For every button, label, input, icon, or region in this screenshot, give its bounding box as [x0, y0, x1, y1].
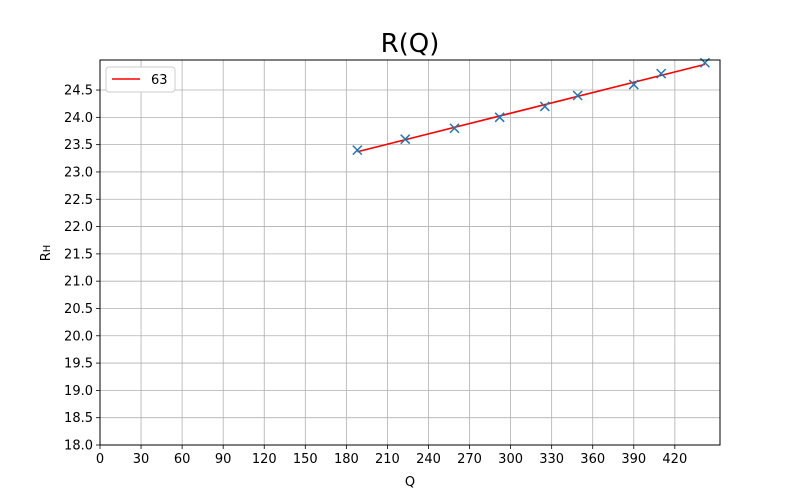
y-tick-label: 23.0 — [64, 165, 93, 180]
y-tick-label: 24.0 — [64, 111, 93, 126]
x-tick-label: 330 — [539, 452, 564, 467]
y-tick-label: 22.0 — [64, 220, 93, 235]
fit-line-group — [357, 63, 706, 153]
x-tick-label: 0 — [96, 452, 104, 467]
x-tick-label: 390 — [621, 452, 646, 467]
y-tick-label: 21.5 — [64, 247, 93, 262]
grid — [99, 60, 720, 446]
x-tick-label: 60 — [174, 452, 191, 467]
y-tick-label: 22.5 — [64, 193, 93, 208]
x-tick-label: 180 — [334, 452, 359, 467]
x-tick-label: 210 — [375, 452, 400, 467]
data-point-marker — [572, 90, 583, 101]
x-tick-label: 300 — [498, 452, 523, 467]
data-point-marker — [449, 123, 460, 134]
marker-stroke — [628, 79, 639, 90]
marker-stroke — [400, 134, 411, 145]
y-tick-label: 19.0 — [64, 384, 93, 399]
data-point-marker — [400, 134, 411, 145]
data-point-marker — [628, 79, 639, 90]
data-point-marker — [352, 145, 363, 156]
legend-box — [105, 66, 176, 93]
data-point-marker — [494, 112, 505, 123]
y-axis-label: RH — [39, 245, 54, 262]
x-tick-label: 30 — [133, 452, 150, 467]
x-axis-label: Q — [405, 475, 415, 490]
x-tick-label: 420 — [662, 452, 687, 467]
y-tick-label: 21.0 — [64, 275, 93, 290]
y-tick-label: 19.5 — [64, 357, 93, 372]
plot-frame — [99, 59, 721, 446]
x-tick-label: 120 — [252, 452, 277, 467]
marker-stroke — [352, 145, 363, 156]
x-tick-label: 270 — [457, 452, 482, 467]
legend: 63 — [105, 66, 176, 93]
data-point-marker — [656, 68, 667, 79]
y-tick-label: 20.5 — [64, 302, 93, 317]
legend-label: 63 — [151, 73, 168, 88]
marker-stroke — [656, 68, 667, 79]
marker-stroke — [494, 112, 505, 123]
y-axis-ticks: 18.0 18.5 19.0 19.5 20.0 20.5 21.0 21.5 22.0 22.5… — [64, 84, 100, 454]
y-axis-label-subscript: H — [42, 245, 53, 253]
x-tick-label: 150 — [293, 452, 318, 467]
y-tick-label: 20.0 — [64, 329, 93, 344]
chart-title: R(Q) — [381, 29, 440, 59]
marker-stroke — [572, 90, 583, 101]
x-tick-label: 90 — [215, 452, 232, 467]
y-tick-label: 18.0 — [64, 439, 93, 454]
y-tick-label: 18.5 — [64, 411, 93, 426]
marker-stroke — [539, 101, 550, 112]
data-point-marker — [539, 101, 550, 112]
y-tick-label: 23.5 — [64, 138, 93, 153]
y-axis-label-main: R — [39, 252, 54, 261]
x-tick-label: 240 — [416, 452, 441, 467]
marker-stroke — [449, 123, 460, 134]
x-tick-label: 360 — [580, 452, 605, 467]
x-axis-ticks: 0 30 60 90 120 150 180 210 240 270 300 330 360 390 420 — [96, 445, 687, 467]
fit-line — [357, 63, 706, 153]
y-tick-label: 24.5 — [64, 84, 93, 99]
